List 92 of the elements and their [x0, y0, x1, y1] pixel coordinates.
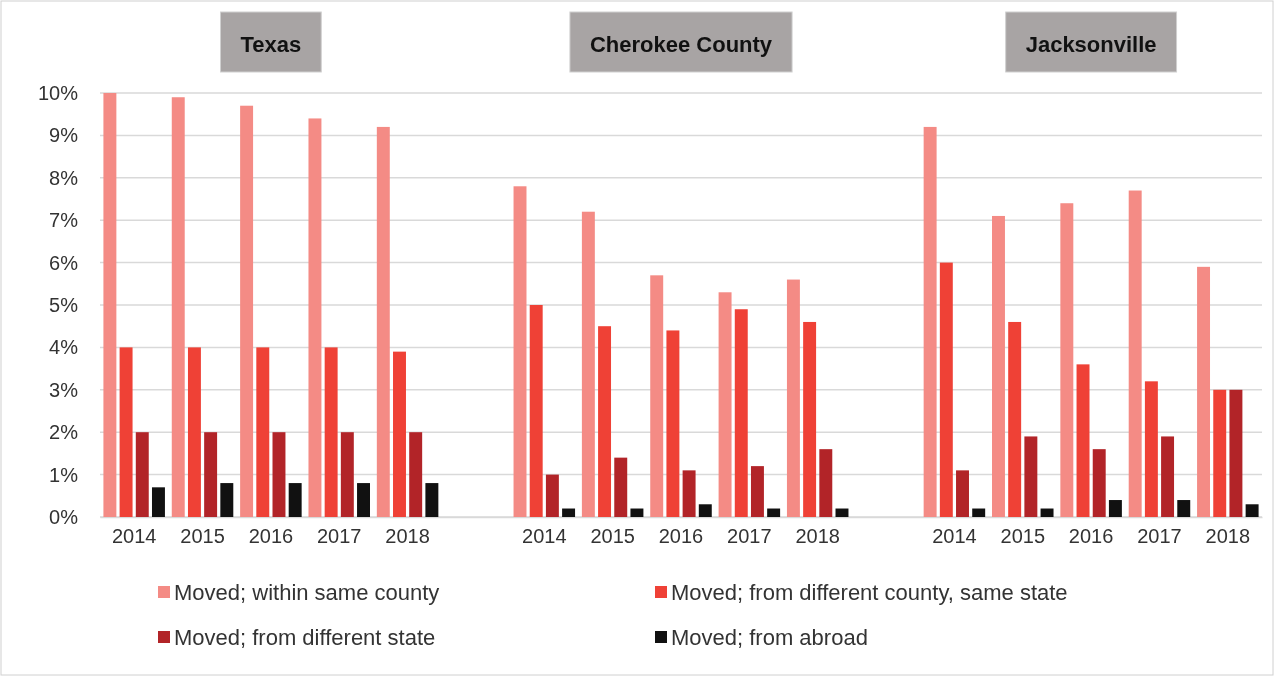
bar [409, 432, 423, 517]
bar [187, 347, 201, 517]
bar [786, 279, 800, 517]
bar [1092, 449, 1106, 517]
bar [682, 470, 696, 517]
x-tick-label: 2014 [111, 525, 157, 548]
bar [103, 93, 117, 517]
bar [119, 347, 133, 517]
bar [614, 457, 628, 517]
bar [803, 321, 817, 517]
y-tick-label: 6% [49, 251, 79, 274]
y-tick-label: 10% [37, 81, 79, 104]
x-tick-label: 2017 [1137, 525, 1182, 548]
bar [151, 487, 165, 517]
bar [204, 432, 218, 517]
bar [357, 483, 370, 517]
bar [1076, 364, 1090, 517]
bar [1161, 436, 1175, 517]
x-tick-label: 2018 [795, 525, 840, 548]
bar [1128, 190, 1142, 517]
bar [240, 105, 254, 517]
bar [393, 351, 406, 517]
bar [666, 330, 680, 517]
bar [956, 470, 969, 517]
y-tick-label: 8% [49, 166, 79, 189]
bar [135, 432, 149, 517]
bar [819, 449, 833, 517]
bar [650, 275, 664, 517]
x-tick-label: 2015 [180, 525, 225, 548]
text: Jacksonville [1025, 32, 1157, 57]
bar [767, 508, 781, 517]
bar [1008, 321, 1022, 517]
bar [1040, 508, 1054, 517]
bar [529, 305, 543, 517]
bar [545, 474, 559, 517]
bar [923, 126, 937, 517]
bar [288, 483, 302, 517]
x-tick-label: 2015 [590, 525, 635, 548]
legend-label: Moved; from abroad [671, 625, 868, 650]
x-tick-label: 2015 [1000, 525, 1046, 548]
bar [1197, 266, 1211, 517]
bar [1024, 436, 1038, 517]
bar [972, 508, 986, 517]
legend-label: Moved; from different county, same state [671, 580, 1068, 605]
bar [272, 432, 286, 517]
bar [308, 118, 322, 517]
y-tick-label: 2% [49, 421, 79, 444]
bar [718, 292, 732, 517]
legend-label: Moved; within same county [174, 580, 440, 605]
x-tick-label: 2017 [316, 525, 362, 548]
bar [376, 126, 390, 517]
bar [750, 466, 764, 517]
x-tick-label: 2016 [658, 525, 704, 548]
x-tick-label: 2016 [248, 525, 294, 548]
y-tick-label: 7% [49, 209, 79, 232]
y-tick-label: 4% [49, 336, 79, 359]
bar [171, 97, 185, 517]
bar [734, 309, 748, 517]
x-tick-label: 2018 [1205, 525, 1251, 548]
bar [562, 508, 576, 517]
bar [220, 483, 234, 517]
x-tick-label: 2016 [1068, 525, 1114, 548]
bar [324, 347, 338, 517]
bar [513, 186, 527, 517]
bar [939, 262, 953, 517]
bar [598, 326, 612, 517]
y-tick-label: 9% [49, 124, 79, 147]
bar [1245, 504, 1259, 517]
bar [340, 432, 354, 517]
bar [698, 504, 712, 517]
legend-label: Moved; from different state [174, 625, 436, 650]
bar [256, 347, 270, 517]
bar [1229, 389, 1243, 517]
x-tick-label: 2014 [932, 525, 977, 548]
bar [1108, 500, 1122, 517]
bar [1060, 203, 1074, 517]
x-tick-label: 2014 [522, 525, 567, 548]
bar [1177, 500, 1191, 517]
text: Texas [240, 32, 302, 57]
bar [581, 211, 595, 517]
bar [1144, 381, 1158, 517]
bar [992, 215, 1005, 517]
y-tick-label: 0% [49, 505, 79, 528]
y-tick-label: 1% [49, 463, 79, 486]
bar [1213, 389, 1227, 517]
y-tick-label: 5% [49, 293, 79, 316]
x-tick-label: 2018 [385, 525, 430, 548]
text: Cherokee County [589, 32, 773, 57]
bar [425, 483, 439, 517]
bar [630, 508, 644, 517]
x-tick-label: 2017 [727, 525, 772, 548]
y-tick-label: 3% [49, 378, 79, 401]
